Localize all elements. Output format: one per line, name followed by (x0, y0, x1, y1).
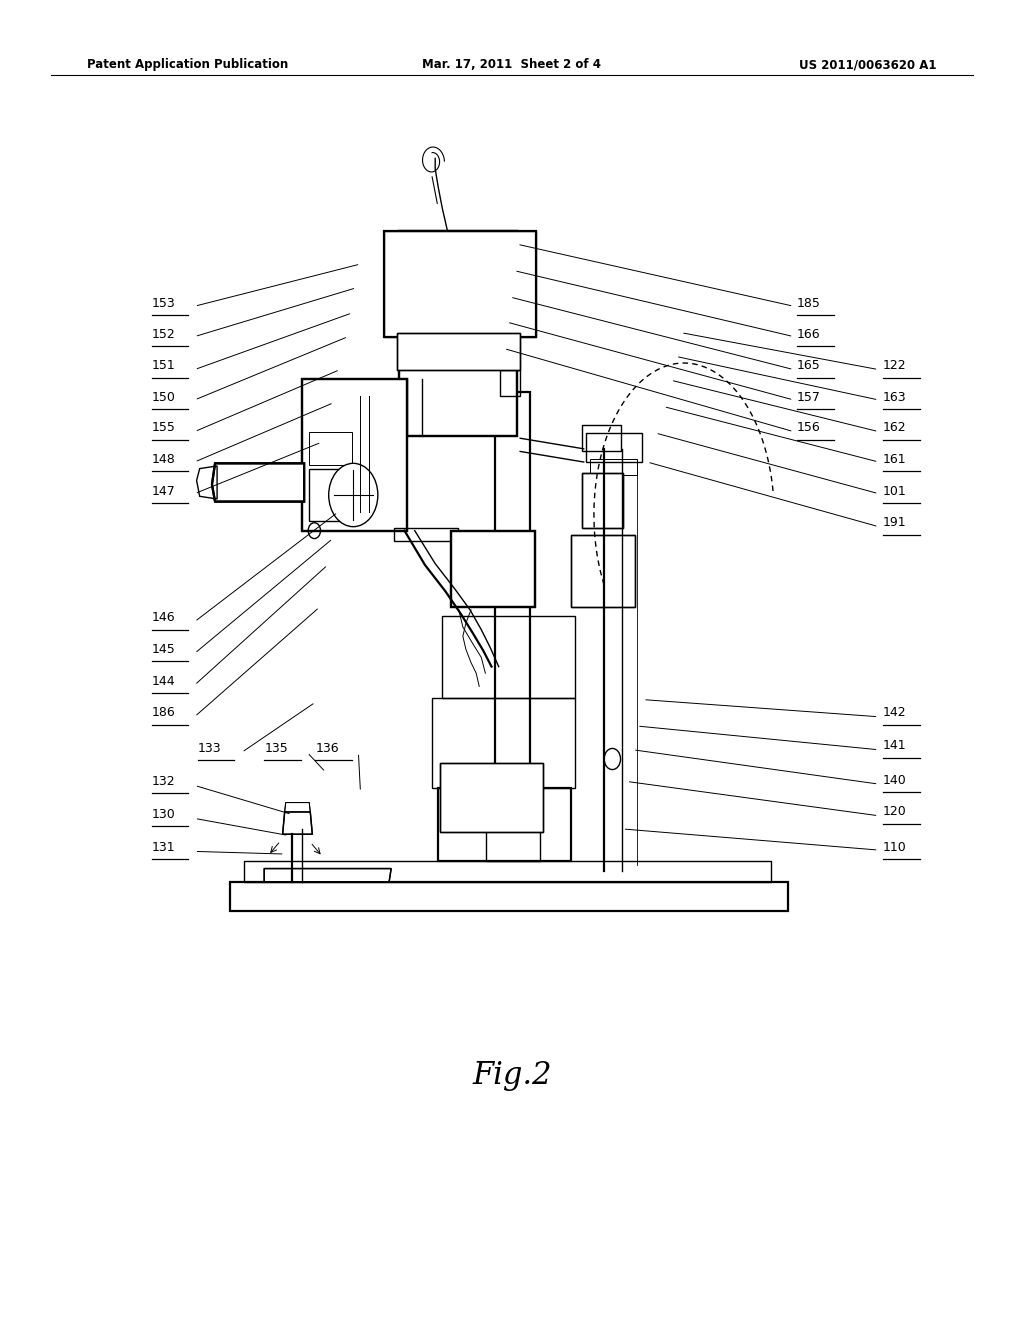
Text: Fig.2: Fig.2 (472, 1060, 552, 1092)
Text: 165: 165 (797, 359, 820, 372)
Text: 146: 146 (152, 611, 175, 624)
Text: 162: 162 (883, 421, 906, 434)
Bar (399, 231, 517, 436)
Text: 101: 101 (883, 484, 906, 498)
Bar (586, 433, 642, 462)
Text: 153: 153 (152, 297, 175, 310)
Bar (438, 788, 571, 861)
Bar (394, 528, 458, 541)
Text: 152: 152 (152, 327, 175, 341)
Text: 145: 145 (152, 643, 175, 656)
Bar (244, 861, 771, 882)
Text: 185: 185 (797, 297, 820, 310)
Polygon shape (264, 869, 391, 882)
Bar (500, 370, 520, 396)
Circle shape (329, 463, 378, 527)
Bar (582, 425, 621, 451)
Text: 130: 130 (152, 808, 175, 821)
Polygon shape (285, 803, 310, 812)
Text: 191: 191 (883, 516, 906, 529)
Bar (230, 882, 788, 911)
Polygon shape (283, 812, 312, 834)
Bar (571, 535, 635, 607)
Bar (495, 392, 530, 801)
Text: 148: 148 (152, 453, 175, 466)
Text: 155: 155 (152, 421, 175, 434)
Bar (309, 432, 352, 465)
Bar (399, 231, 517, 436)
Text: 150: 150 (152, 391, 175, 404)
Text: 142: 142 (883, 706, 906, 719)
Bar (590, 459, 637, 475)
Text: 132: 132 (152, 775, 175, 788)
Text: 147: 147 (152, 484, 175, 498)
Bar (440, 763, 543, 832)
Bar (582, 473, 623, 528)
Bar (440, 763, 543, 832)
Bar (397, 333, 520, 370)
Bar (432, 698, 575, 788)
Text: Mar. 17, 2011  Sheet 2 of 4: Mar. 17, 2011 Sheet 2 of 4 (423, 58, 601, 71)
Bar (302, 379, 407, 531)
Bar (582, 473, 623, 528)
Bar (451, 531, 535, 607)
Bar (397, 333, 520, 370)
Bar (309, 469, 352, 521)
Text: 186: 186 (152, 706, 175, 719)
Text: 140: 140 (883, 774, 906, 787)
Bar (384, 231, 536, 337)
Text: 135: 135 (264, 742, 288, 755)
Text: 110: 110 (883, 841, 906, 854)
Bar (451, 531, 535, 607)
Bar (384, 231, 536, 337)
Bar (302, 379, 407, 531)
Text: 166: 166 (797, 327, 820, 341)
Text: 141: 141 (883, 739, 906, 752)
Text: 136: 136 (315, 742, 339, 755)
Text: 156: 156 (797, 421, 820, 434)
Text: Patent Application Publication: Patent Application Publication (87, 58, 289, 71)
Text: 133: 133 (198, 742, 221, 755)
Bar (442, 616, 575, 698)
Text: 120: 120 (883, 805, 906, 818)
Polygon shape (212, 463, 304, 502)
Bar (571, 535, 635, 607)
Text: 131: 131 (152, 841, 175, 854)
Text: US 2011/0063620 A1: US 2011/0063620 A1 (800, 58, 937, 71)
Text: 163: 163 (883, 391, 906, 404)
Text: 157: 157 (797, 391, 820, 404)
Text: 151: 151 (152, 359, 175, 372)
Text: 161: 161 (883, 453, 906, 466)
Text: 122: 122 (883, 359, 906, 372)
Text: 144: 144 (152, 675, 175, 688)
Bar (486, 801, 540, 861)
